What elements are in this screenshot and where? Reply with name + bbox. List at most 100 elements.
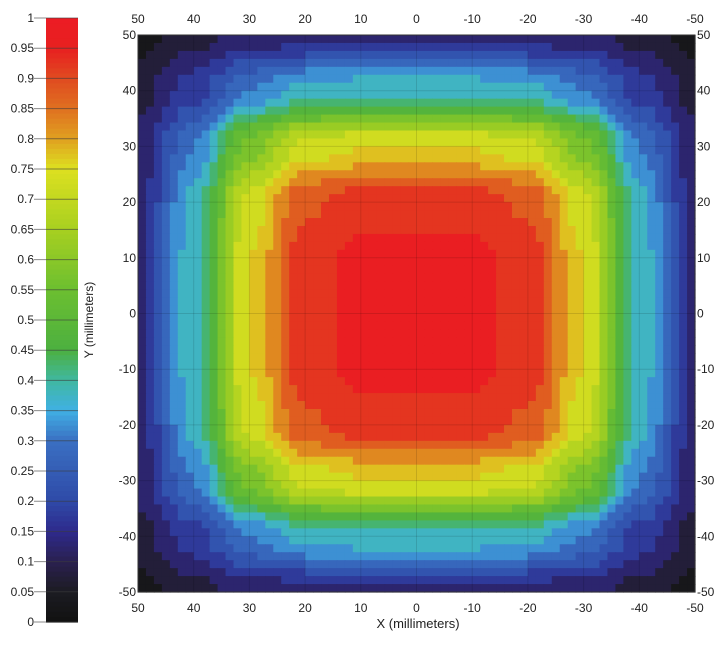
heatmap-cell: [663, 266, 672, 275]
heatmap-cell: [305, 576, 314, 585]
heatmap-cell: [631, 504, 640, 513]
heatmap-cell: [369, 497, 378, 506]
heatmap-cell: [337, 178, 346, 187]
heatmap-cell: [607, 353, 616, 362]
heatmap-cell: [162, 417, 171, 426]
heatmap-cell: [409, 433, 418, 442]
heatmap-cell: [687, 361, 696, 370]
heatmap-cell: [194, 282, 203, 291]
heatmap-cell: [138, 115, 147, 124]
heatmap-cell: [631, 560, 640, 569]
heatmap-cell: [249, 528, 258, 537]
heatmap-cell: [663, 138, 672, 147]
heatmap-cell: [631, 314, 640, 323]
heatmap-cell: [218, 321, 227, 330]
heatmap-cell: [297, 361, 306, 370]
heatmap-cell: [544, 146, 553, 155]
heatmap-cell: [544, 465, 553, 474]
heatmap-cell: [361, 560, 370, 569]
heatmap-cell: [249, 234, 258, 243]
heatmap-cell: [273, 401, 282, 410]
heatmap-cell: [456, 489, 465, 498]
heatmap-cell: [440, 51, 449, 60]
heatmap-cell: [162, 568, 171, 577]
heatmap-cell: [289, 457, 298, 466]
heatmap-cell: [353, 43, 362, 52]
heatmap-cell: [671, 154, 680, 163]
heatmap-cell: [170, 489, 179, 498]
heatmap-cell: [194, 385, 203, 394]
heatmap-cell: [615, 202, 624, 211]
heatmap-cell: [138, 385, 147, 394]
heatmap-cell: [218, 258, 227, 267]
heatmap-cell: [639, 353, 648, 362]
heatmap-cell: [409, 59, 418, 68]
heatmap-cell: [440, 202, 449, 211]
heatmap-cell: [560, 345, 569, 354]
heatmap-cell: [210, 306, 219, 315]
heatmap-cell: [663, 210, 672, 219]
heatmap-cell: [464, 75, 473, 84]
heatmap-cell: [488, 321, 497, 330]
heatmap-cell: [432, 218, 441, 227]
heatmap-cell: [647, 258, 656, 267]
heatmap-cell: [369, 321, 378, 330]
heatmap-cell: [281, 568, 290, 577]
heatmap-cell: [337, 568, 346, 577]
colorbar-segment: [46, 456, 78, 462]
heatmap-cell: [194, 560, 203, 569]
heatmap-cell: [623, 329, 632, 338]
heatmap-cell: [313, 202, 322, 211]
heatmap-cell: [576, 210, 585, 219]
heatmap-cell: [337, 51, 346, 60]
heatmap-cell: [329, 489, 338, 498]
heatmap-cell: [202, 377, 211, 386]
heatmap-cell: [615, 528, 624, 537]
heatmap-cell: [361, 274, 370, 283]
heatmap-cell: [687, 306, 696, 315]
heatmap-cell: [241, 560, 250, 569]
heatmap-cell: [480, 250, 489, 259]
heatmap-cell: [273, 457, 282, 466]
heatmap-cell: [210, 130, 219, 139]
heatmap-cell: [345, 35, 354, 44]
heatmap-cell: [592, 520, 601, 529]
heatmap-cell: [679, 560, 688, 569]
heatmap-cell: [568, 417, 577, 426]
heatmap-cell: [377, 393, 386, 402]
heatmap-cell: [544, 91, 553, 100]
heatmap-cell: [313, 568, 322, 577]
heatmap-cell: [178, 170, 187, 179]
heatmap-cell: [329, 130, 338, 139]
heatmap-cell: [424, 43, 433, 52]
heatmap-cell: [305, 290, 314, 299]
heatmap-cell: [202, 218, 211, 227]
heatmap-cell: [631, 162, 640, 171]
heatmap-cell: [401, 473, 410, 482]
heatmap-cell: [432, 234, 441, 243]
heatmap-cell: [369, 282, 378, 291]
heatmap-cell: [194, 481, 203, 490]
heatmap-cell: [615, 393, 624, 402]
heatmap-cell: [584, 130, 593, 139]
heatmap-cell: [226, 35, 235, 44]
heatmap-cell: [480, 536, 489, 545]
heatmap-cell: [154, 130, 163, 139]
heatmap-cell: [241, 520, 250, 529]
heatmap-cell: [647, 568, 656, 577]
heatmap-cell: [544, 234, 553, 243]
heatmap-cell: [154, 91, 163, 100]
heatmap-cell: [607, 473, 616, 482]
heatmap-cell: [345, 433, 354, 442]
heatmap-cell: [504, 115, 513, 124]
heatmap-cell: [313, 99, 322, 108]
heatmap-cell: [568, 377, 577, 386]
heatmap-cell: [488, 91, 497, 100]
colorbar-segment: [46, 411, 78, 417]
heatmap-cell: [663, 83, 672, 92]
heatmap-cell: [305, 210, 314, 219]
heatmap-cell: [480, 162, 489, 171]
heatmap-cell: [488, 274, 497, 283]
heatmap-cell: [377, 353, 386, 362]
heatmap-cell: [241, 35, 250, 44]
